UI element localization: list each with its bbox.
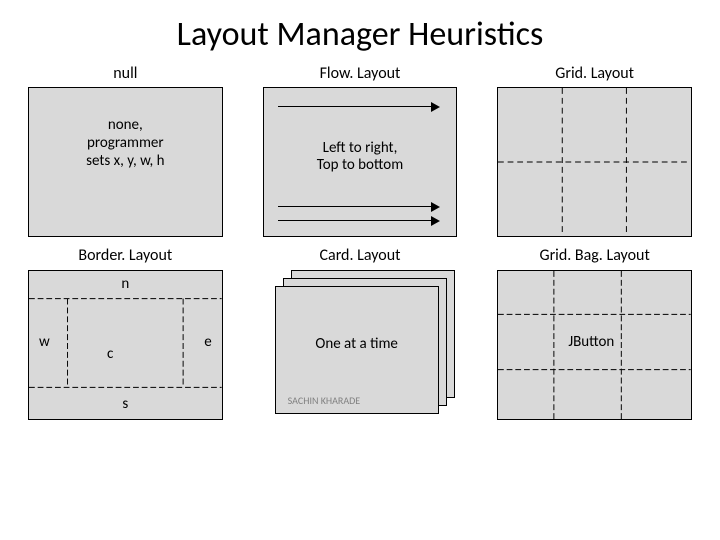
panel-grid: [497, 87, 692, 237]
border-e: e: [204, 333, 211, 351]
panel-border: n s w e c: [28, 270, 223, 420]
flow-line2: Top to bottom: [317, 156, 403, 174]
cell-grid: Grid. Layout: [497, 63, 692, 237]
card-front: One at a time SACHIN KHARADE: [275, 286, 439, 414]
label-card: Card. Layout: [263, 247, 458, 265]
border-s: s: [122, 395, 128, 413]
card-footer: SACHIN KHARADE: [288, 394, 361, 407]
panel-flow: Left to right, Top to bottom: [263, 87, 458, 237]
cell-card: Card. Layout One at a time SACHIN KHARAD…: [263, 245, 458, 421]
border-n: n: [121, 275, 129, 293]
flow-arrow-3: [278, 220, 439, 221]
label-border: Border. Layout: [28, 247, 223, 265]
null-text: none, programmer sets x, y, w, h: [29, 116, 222, 170]
label-grid: Grid. Layout: [497, 65, 692, 83]
cell-border: Border. Layout n s w e c: [28, 245, 223, 421]
cell-null: null none, programmer sets x, y, w, h: [28, 63, 223, 237]
label-null: null: [28, 65, 223, 83]
gridbag-button-text: JButton: [568, 333, 614, 351]
row-2: Border. Layout n s w e c Card. Layout On…: [0, 245, 720, 421]
cell-flow: Flow. Layout Left to right, Top to botto…: [263, 63, 458, 237]
border-w: w: [39, 333, 50, 351]
panel-gridbag: JButton: [497, 270, 692, 420]
cell-gridbag: Grid. Bag. Layout JButton: [497, 245, 692, 421]
null-line3: sets x, y, w, h: [29, 152, 222, 170]
flow-arrow-1: [278, 106, 439, 107]
flow-line1: Left to right,: [323, 139, 398, 157]
null-line1: none,: [29, 116, 222, 134]
flow-text: Left to right, Top to bottom: [264, 140, 457, 175]
label-gridbag: Grid. Bag. Layout: [497, 247, 692, 265]
panel-null: none, programmer sets x, y, w, h: [28, 87, 223, 237]
grid-dashes-icon: [498, 88, 691, 236]
null-line2: programmer: [29, 134, 222, 152]
label-flow: Flow. Layout: [263, 65, 458, 83]
card-text: One at a time: [276, 335, 438, 353]
panel-card: One at a time SACHIN KHARADE: [263, 270, 458, 420]
flow-arrow-2: [278, 206, 439, 207]
row-1: null none, programmer sets x, y, w, h Fl…: [0, 63, 720, 237]
border-c: c: [107, 345, 113, 363]
page-title: Layout Manager Heuristics: [0, 0, 720, 63]
